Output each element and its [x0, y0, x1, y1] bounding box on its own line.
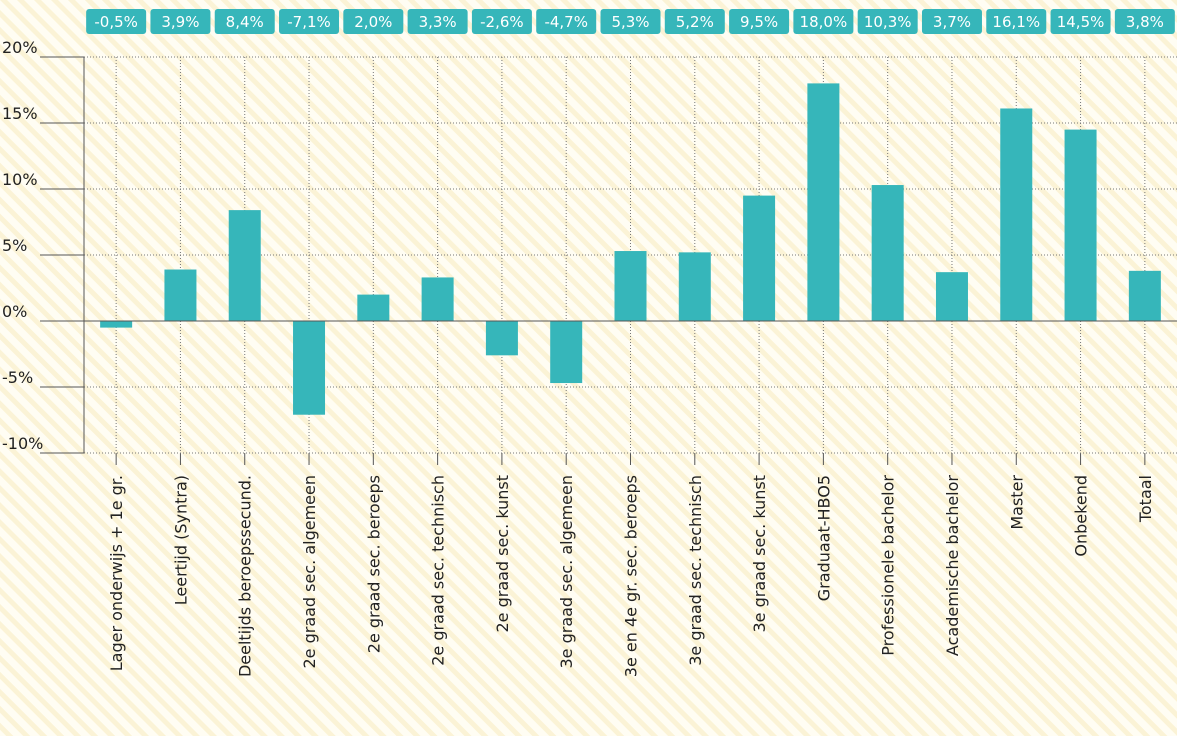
value-label: 3,3%: [419, 13, 457, 31]
x-tick-label: Onbekend: [1072, 475, 1091, 557]
bar: [293, 321, 326, 415]
bar: [614, 251, 647, 321]
value-label-box: [921, 9, 982, 34]
bar: [871, 185, 904, 321]
x-tick-label: Academische bachelor: [943, 475, 962, 656]
x-tick-label: 2e graad sec. algemeen: [300, 475, 319, 669]
value-label: 2,0%: [354, 13, 392, 31]
x-tick-label: 2e graad sec. technisch: [429, 475, 448, 666]
value-label-box: [536, 9, 597, 34]
value-label: 18,0%: [800, 13, 848, 31]
bar: [935, 272, 968, 321]
x-tick-label: 2e graad sec. beroeps: [364, 475, 383, 653]
x-tick-label: 3e graad sec. kunst: [750, 475, 769, 633]
bar: [678, 252, 711, 321]
value-label-box: [343, 9, 404, 34]
y-tick-label: 20%: [2, 38, 38, 57]
value-label: 3,7%: [933, 13, 971, 31]
x-tick-label: Professionele bachelor: [879, 475, 898, 656]
value-label-box: [471, 9, 532, 34]
x-tick-label: Graduaat-HBO5: [814, 475, 833, 601]
x-tick-label: Totaal: [1136, 475, 1155, 523]
value-label-box: [729, 9, 790, 34]
value-label: 14,5%: [1057, 13, 1105, 31]
value-label-box: [279, 9, 340, 34]
value-label-box: [793, 9, 854, 34]
bar: [550, 321, 583, 384]
bar: [1128, 270, 1161, 321]
x-tick-label: Master: [1007, 475, 1026, 530]
value-label: 10,3%: [864, 13, 912, 31]
value-label: 16,1%: [992, 13, 1040, 31]
bar: [421, 277, 454, 321]
bar: [743, 195, 776, 321]
value-label-box: [986, 9, 1047, 34]
y-tick-label: 15%: [2, 104, 38, 123]
bar: [807, 83, 840, 322]
bar: [357, 294, 390, 321]
y-tick-label: 10%: [2, 170, 38, 189]
bar: [228, 210, 261, 321]
value-label: -7,1%: [287, 13, 331, 31]
y-tick-label: 0%: [2, 302, 27, 321]
bar: [485, 321, 518, 356]
value-label: -4,7%: [544, 13, 588, 31]
value-label-box: [214, 9, 275, 34]
value-label-box: [150, 9, 211, 34]
value-label-box: [86, 9, 147, 34]
x-tick-label: Leertijd (Syntra): [171, 475, 190, 605]
y-tick-label: -10%: [2, 434, 43, 453]
x-tick-label: 3e en 4e gr. sec. beroeps: [622, 475, 641, 677]
bar: [164, 269, 197, 321]
bar: [100, 321, 133, 328]
value-label: -0,5%: [94, 13, 138, 31]
x-tick-label: Lager onderwijs + 1e gr.: [107, 475, 126, 671]
bar: [1000, 108, 1033, 321]
y-tick-label: -5%: [2, 368, 33, 387]
value-label: 5,2%: [676, 13, 714, 31]
value-label-box: [407, 9, 468, 34]
value-label-box: [1050, 9, 1111, 34]
value-label: -2,6%: [480, 13, 524, 31]
value-label-box: [664, 9, 725, 34]
x-tick-label: Deeltijds beroepssecund.: [236, 475, 255, 677]
value-label: 3,8%: [1126, 13, 1164, 31]
x-tick-label: 3e graad sec. algemeen: [557, 475, 576, 669]
x-tick-label: 2e graad sec. kunst: [493, 475, 512, 633]
value-label: 8,4%: [226, 13, 264, 31]
x-tick-label: 3e graad sec. technisch: [686, 475, 705, 666]
value-label-box: [857, 9, 918, 34]
value-label-box: [600, 9, 661, 34]
value-label: 3,9%: [161, 13, 199, 31]
value-label-box: [1114, 9, 1175, 34]
value-label: 9,5%: [740, 13, 778, 31]
bar: [1064, 129, 1097, 321]
value-label: 5,3%: [611, 13, 649, 31]
y-tick-label: 5%: [2, 236, 27, 255]
